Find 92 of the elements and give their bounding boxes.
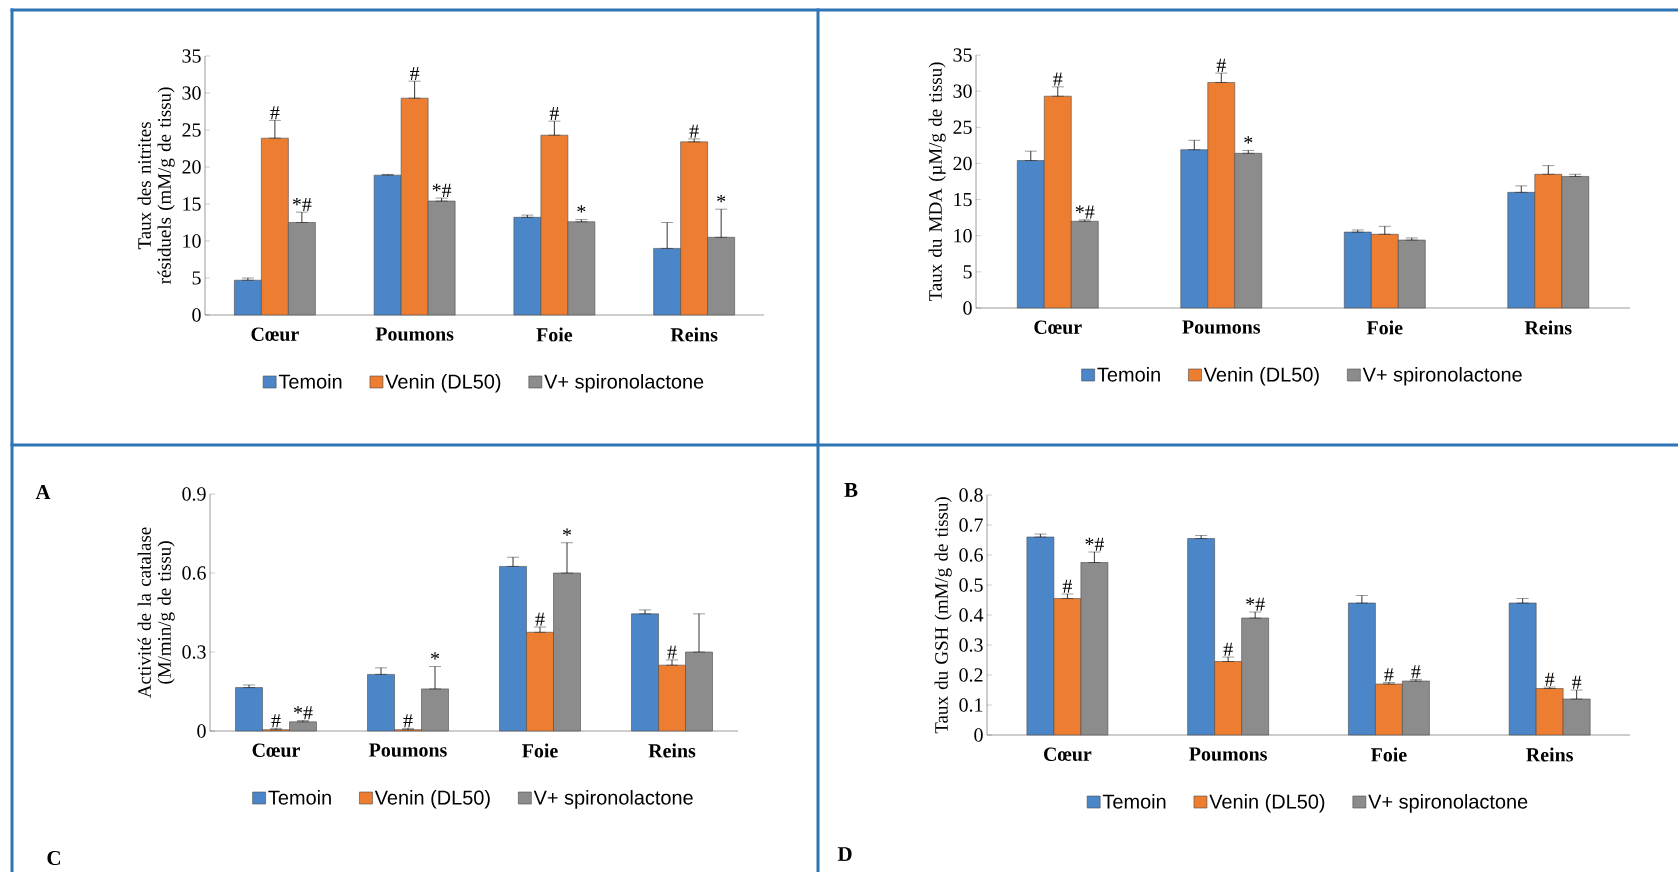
- y-tick-label: 0.3: [182, 645, 206, 659]
- y-tick-label: 35: [182, 49, 201, 63]
- annotation: *: [717, 194, 726, 203]
- text: D: [837, 847, 852, 861]
- x-tick-label: Reins: [1524, 320, 1572, 335]
- annotation: #: [1062, 579, 1073, 593]
- annotation: #: [1216, 58, 1226, 72]
- x-tick-label: Poumons: [1189, 747, 1267, 761]
- x-tick-label: Foie: [522, 743, 558, 758]
- annotation: #: [549, 106, 559, 120]
- annotation: *: [430, 652, 440, 660]
- x-tick-label: Cœur: [251, 327, 299, 341]
- y-axis-title: Taux du MDA (µM/g de tissu): [928, 62, 946, 302]
- y-tick-label: 15: [954, 192, 972, 207]
- legend-label: V+ spironolactone: [1362, 367, 1522, 386]
- x-tick-label: Reins: [648, 743, 696, 758]
- legend-label: V+ spironolactone: [1368, 794, 1528, 813]
- x-tick-label: Poumons: [375, 327, 454, 341]
- y-tick-label: 0: [974, 728, 983, 742]
- legend-label: V+ spironolactone: [533, 790, 693, 809]
- legend-label: V+ spironolactone: [544, 374, 704, 393]
- y-tick-label: 0: [197, 724, 206, 738]
- annotation: #: [410, 66, 420, 80]
- annotation: #: [403, 714, 413, 728]
- annotation: #: [1053, 72, 1063, 86]
- annotation: *#: [1075, 205, 1095, 219]
- x-tick-label: Reins: [670, 327, 718, 342]
- text: B: [844, 483, 858, 497]
- y-tick-label: 10: [954, 229, 972, 243]
- annotation: #: [1545, 672, 1555, 686]
- x-tick-label: Poumons: [369, 743, 447, 757]
- y-tick-label: 35: [953, 48, 972, 62]
- y-tick-label: 0.1: [959, 698, 983, 712]
- x-tick-label: Poumons: [1182, 320, 1261, 334]
- x-tick-label: Cœur: [252, 743, 300, 757]
- y-tick-label: 0.8: [959, 488, 983, 502]
- y-tick-label: 0.3: [959, 638, 983, 652]
- x-tick-label: Foie: [536, 327, 573, 342]
- y-tick-label: 25: [953, 120, 972, 134]
- y-tick-label: 0.6: [182, 566, 206, 580]
- y-tick-label: 30: [953, 84, 972, 98]
- legend-label: Venin (DL50): [374, 790, 490, 809]
- annotation: *#: [432, 183, 452, 197]
- y-tick-label: 30: [182, 86, 201, 100]
- legend-label: Temoin: [268, 790, 331, 805]
- legend-label: Venin (DL50): [1209, 794, 1325, 813]
- x-tick-label: Reins: [1526, 747, 1573, 762]
- y-tick-label: 5: [963, 265, 972, 279]
- y-tick-label: 15: [183, 197, 201, 211]
- y-tick-label: 25: [182, 123, 201, 137]
- y-tick-label: 20: [182, 160, 201, 174]
- y-tick-label: 0: [192, 308, 201, 322]
- annotation: *#: [1246, 597, 1265, 611]
- annotation: *: [1244, 136, 1253, 144]
- legend-label: Temoin: [278, 374, 342, 389]
- annotation: #: [1384, 668, 1394, 682]
- x-tick-label: Foie: [1366, 320, 1403, 335]
- annotation: *#: [1085, 537, 1104, 551]
- annotation: *: [563, 528, 572, 536]
- x-tick-label: Cœur: [1034, 320, 1082, 334]
- legend-label: Temoin: [1102, 794, 1166, 809]
- x-tick-label: Cœur: [1044, 747, 1092, 761]
- text: A: [35, 485, 51, 499]
- y-tick-label: 0.2: [959, 668, 983, 682]
- annotation: #: [271, 714, 281, 728]
- y-tick-label: 5: [192, 271, 201, 285]
- legend-label: Temoin: [1097, 367, 1160, 382]
- annotation: #: [1572, 675, 1582, 689]
- annotation: #: [270, 106, 280, 120]
- annotation: #: [689, 124, 699, 138]
- annotation: #: [1411, 665, 1421, 679]
- legend-label: Venin (DL50): [1203, 367, 1319, 386]
- y-tick-label: 0.6: [959, 548, 983, 562]
- legend-label: Venin (DL50): [385, 374, 501, 393]
- annotation: #: [1223, 642, 1233, 656]
- y-axis-title: Activité de la catalase (M/min/g de tissu): [137, 527, 175, 698]
- y-tick-label: 0.4: [959, 608, 984, 622]
- annotation: #: [535, 612, 545, 626]
- y-axis-title: Taux du GSH (mM/g de tissu): [934, 497, 952, 734]
- y-tick-label: 10: [183, 234, 201, 248]
- y-tick-label: 0: [963, 301, 972, 315]
- y-tick-label: 0.9: [182, 487, 206, 501]
- annotation: *#: [292, 197, 312, 211]
- x-tick-label: Foie: [1370, 747, 1407, 762]
- annotation: *#: [294, 706, 313, 720]
- text: C: [47, 850, 60, 866]
- y-tick-label: 0.7: [959, 518, 983, 532]
- y-tick-label: 20: [953, 156, 972, 171]
- annotation: #: [667, 645, 677, 659]
- annotation: *: [577, 205, 586, 213]
- y-tick-label: 0.5: [959, 578, 983, 592]
- y-axis-title: Taux des nitrites résiduels (mM/g de tissu): [137, 87, 175, 284]
